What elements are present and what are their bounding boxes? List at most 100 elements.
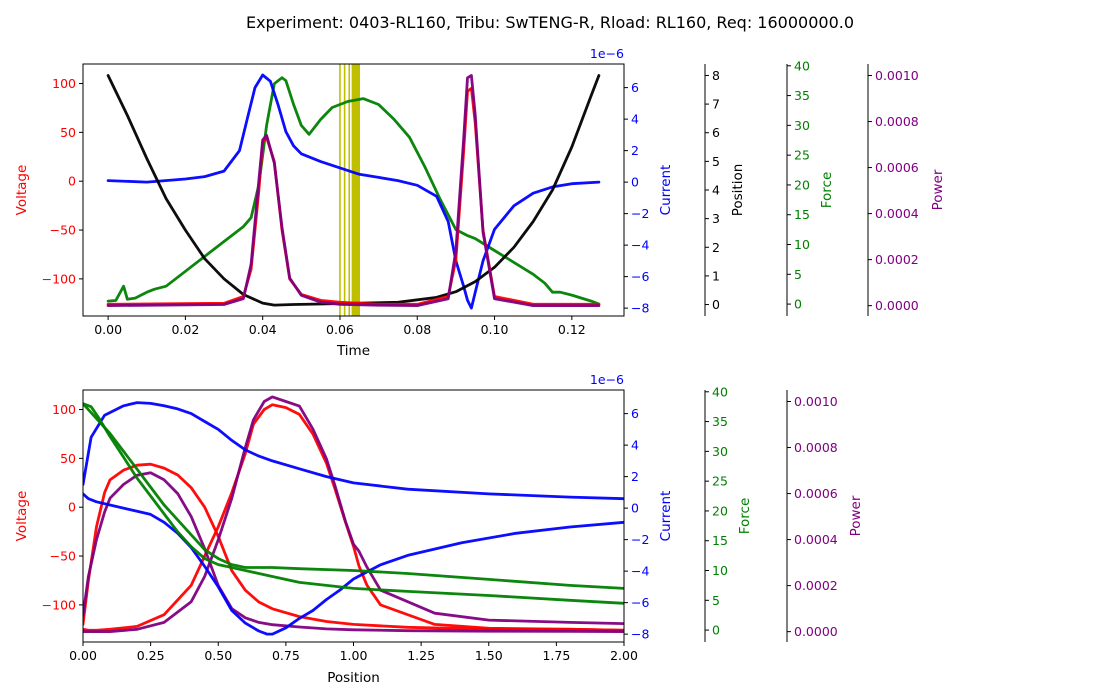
figure-title: Experiment: 0403-RL160, Tribu: SwTENG-R,… <box>246 13 854 32</box>
current-tick-label: −2 <box>631 532 649 547</box>
current-tick-label: 2 <box>631 469 639 484</box>
current-tick-label: −6 <box>631 595 649 610</box>
x-tick-label: 0.08 <box>403 322 431 337</box>
series-power <box>83 471 624 633</box>
force-tick-label: 15 <box>712 533 728 548</box>
current-axis: −8 −6 −4 −2 0 2 4 6 Current 1e−6 <box>590 372 674 642</box>
voltage-tick-label: 50 <box>60 125 76 140</box>
position-axis-label: Position <box>730 164 746 217</box>
force-tick-label: 40 <box>712 384 728 399</box>
force-tick-label: 5 <box>712 593 720 608</box>
current-tick-label: 2 <box>631 143 639 158</box>
force-tick-label: 30 <box>794 118 810 133</box>
current-offset-text: 1e−6 <box>590 46 624 61</box>
force-axis: 0 5 10 15 20 25 30 35 40 Force <box>786 58 835 316</box>
x-tick-label: 0.04 <box>249 322 277 337</box>
power-tick-label: 0.0010 <box>875 68 919 83</box>
current-tick-label: 6 <box>631 406 639 421</box>
time-domain-plot-area <box>106 64 601 316</box>
current-tick-label: −4 <box>631 238 649 253</box>
position-tick-label: 7 <box>712 97 720 112</box>
series-current <box>106 73 601 310</box>
x-tick-label: 0.06 <box>326 322 354 337</box>
x-tick-label: 0.75 <box>272 648 300 663</box>
position-axis: 0 1 2 3 4 5 6 7 8 Position <box>704 64 746 316</box>
power-tick-label: 0.0008 <box>794 440 838 455</box>
power-tick-label: 0.0002 <box>794 578 838 593</box>
current-tick-label: −4 <box>631 564 649 579</box>
current-tick-label: −8 <box>631 301 649 316</box>
force-tick-label: 35 <box>712 414 728 429</box>
power-axis: 0.0000 0.0002 0.0004 0.0006 0.0008 0.0010 Powe… <box>786 390 864 642</box>
force-tick-label: 5 <box>794 267 802 282</box>
series-current <box>83 492 624 636</box>
power-tick-label: 0.0004 <box>875 206 919 221</box>
power-tick-label: 0.0010 <box>794 394 838 409</box>
force-tick-label: 20 <box>712 503 728 518</box>
power-axis: 0.0000 0.0002 0.0004 0.0006 0.0008 0.0010 Powe… <box>867 64 946 316</box>
power-tick-label: 0.0006 <box>875 160 919 175</box>
power-tick-label: 0.0000 <box>794 624 838 639</box>
series-power <box>106 74 601 308</box>
series-power <box>83 395 624 633</box>
x-tick-label: 1.25 <box>407 648 435 663</box>
position-tick-label: 8 <box>712 68 720 83</box>
voltage-axis-label: Voltage <box>14 491 30 542</box>
force-tick-label: 30 <box>712 444 728 459</box>
position-tick-label: 2 <box>712 240 720 255</box>
position-tick-label: 0 <box>712 297 720 312</box>
current-axis-label: Current <box>658 491 674 542</box>
x-tick-label: 0.02 <box>171 322 199 337</box>
current-axis: −8 −6 −4 −2 0 2 4 6 Current 1e−6 <box>590 46 674 316</box>
voltage-tick-label: 0 <box>68 174 76 189</box>
current-tick-label: −2 <box>631 206 649 221</box>
position-tick-label: 5 <box>712 154 720 169</box>
force-tick-label: 40 <box>794 58 810 73</box>
x-tick-label: 0.00 <box>69 648 97 663</box>
series-current <box>83 401 624 501</box>
x-tick-label: 1.00 <box>340 648 368 663</box>
force-tick-label: 25 <box>794 148 810 163</box>
current-tick-label: 4 <box>631 112 639 127</box>
position-tick-label: 1 <box>712 268 720 283</box>
x-tick-label: 0.25 <box>137 648 165 663</box>
power-axis-label: Power <box>930 169 946 210</box>
current-tick-label: 0 <box>631 501 639 516</box>
power-tick-label: 0.0008 <box>875 114 919 129</box>
x-tick-label: 1.50 <box>475 648 503 663</box>
position-tick-label: 4 <box>712 183 720 198</box>
force-tick-label: 15 <box>794 207 810 222</box>
position-domain-plot-area <box>83 395 624 636</box>
x-axis-label: Position <box>327 670 380 686</box>
voltage-tick-label: −50 <box>50 223 76 238</box>
force-tick-label: 0 <box>712 623 720 638</box>
series-force <box>83 402 624 605</box>
voltage-tick-label: 0 <box>68 500 76 515</box>
series-voltage <box>83 462 624 632</box>
x-tick-label: 0.10 <box>481 322 509 337</box>
position-tick-label: 3 <box>712 211 720 226</box>
voltage-tick-label: −100 <box>42 597 76 612</box>
current-tick-label: −8 <box>631 627 649 642</box>
x-tick-label: 0.00 <box>94 322 122 337</box>
power-tick-label: 0.0002 <box>875 252 919 267</box>
x-tick-label: 0.12 <box>558 322 586 337</box>
voltage-tick-label: 100 <box>52 402 76 417</box>
force-tick-label: 10 <box>794 237 810 252</box>
voltage-axis: −100 −50 0 50 100 Voltage <box>14 402 83 612</box>
x-axis-label: Time <box>336 343 370 359</box>
force-axis-label: Force <box>819 172 835 209</box>
time-domain-panel: 0.00 0.02 0.04 0.06 0.08 0.10 0.12 Time −100 −50 0… <box>14 46 946 359</box>
position-domain-panel: 0.00 0.25 0.50 0.75 1.00 1.25 1.50 1.75 2.00 Posi… <box>14 372 864 686</box>
current-tick-label: −6 <box>631 269 649 284</box>
series-force <box>83 402 624 590</box>
voltage-tick-label: −50 <box>50 549 76 564</box>
force-tick-label: 10 <box>712 563 728 578</box>
force-axis-label: Force <box>737 498 753 535</box>
power-tick-label: 0.0004 <box>794 532 838 547</box>
x-tick-label: 1.75 <box>542 648 570 663</box>
current-tick-label: 6 <box>631 80 639 95</box>
voltage-tick-label: −100 <box>42 271 76 286</box>
position-tick-label: 6 <box>712 125 720 140</box>
